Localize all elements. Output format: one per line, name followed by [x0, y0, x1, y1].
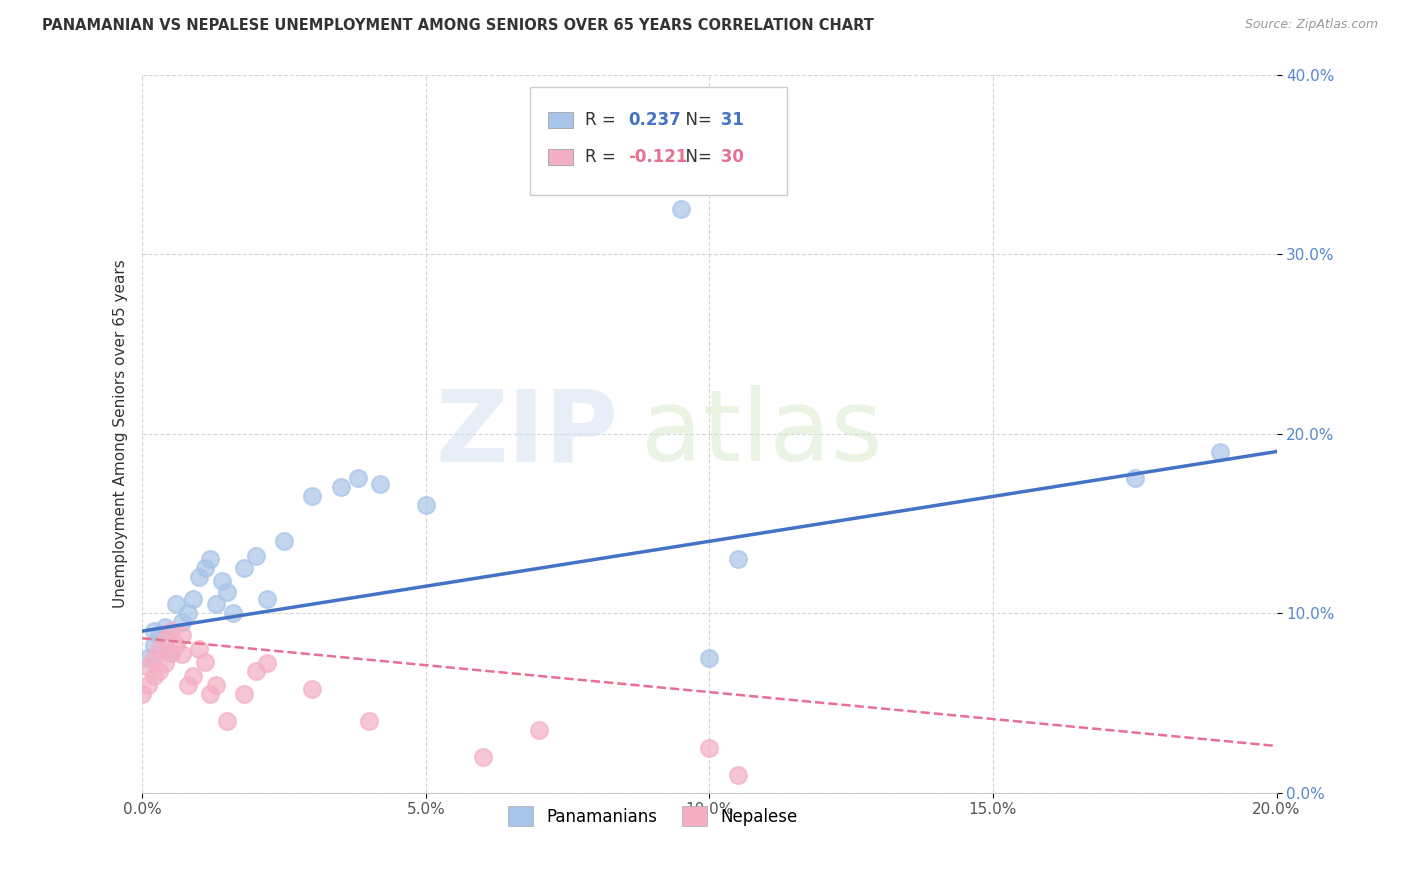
Point	[188, 570, 211, 584]
Point	[233, 561, 256, 575]
Point	[222, 606, 245, 620]
Point	[165, 639, 187, 653]
Text: R =: R =	[585, 148, 620, 166]
Point	[245, 664, 267, 678]
Point	[153, 657, 176, 671]
Point	[176, 606, 198, 620]
Point	[200, 552, 222, 566]
Point	[200, 687, 222, 701]
Point	[301, 490, 323, 504]
Point	[136, 651, 159, 665]
Point	[183, 591, 205, 606]
Text: atlas: atlas	[641, 385, 883, 482]
Point	[176, 678, 198, 692]
Point	[256, 591, 278, 606]
Point	[159, 646, 181, 660]
Point	[699, 740, 721, 755]
Text: R =: R =	[585, 111, 620, 128]
Point	[1123, 471, 1146, 485]
Point	[142, 669, 165, 683]
FancyBboxPatch shape	[548, 112, 574, 128]
Point	[529, 723, 551, 737]
Text: -0.121: -0.121	[627, 148, 688, 166]
Point	[273, 534, 295, 549]
Point	[329, 480, 352, 494]
Point	[136, 660, 159, 674]
Point	[245, 549, 267, 563]
Point	[170, 615, 193, 629]
Point	[415, 499, 437, 513]
Text: PANAMANIAN VS NEPALESE UNEMPLOYMENT AMONG SENIORS OVER 65 YEARS CORRELATION CHAR: PANAMANIAN VS NEPALESE UNEMPLOYMENT AMON…	[42, 18, 875, 33]
Point	[217, 714, 239, 728]
Point	[159, 646, 181, 660]
Text: 30: 30	[716, 148, 744, 166]
Point	[148, 642, 170, 657]
FancyBboxPatch shape	[548, 149, 574, 165]
Point	[217, 584, 239, 599]
Point	[359, 714, 381, 728]
Point	[727, 767, 749, 781]
Point	[346, 471, 368, 485]
Text: N=: N=	[675, 111, 717, 128]
Point	[699, 651, 721, 665]
Point	[183, 669, 205, 683]
Text: N=: N=	[675, 148, 717, 166]
Text: Source: ZipAtlas.com: Source: ZipAtlas.com	[1244, 18, 1378, 31]
Point	[142, 651, 165, 665]
Text: ZIP: ZIP	[436, 385, 619, 482]
Point	[159, 624, 181, 638]
Point	[205, 678, 228, 692]
Point	[301, 681, 323, 696]
Point	[194, 655, 217, 669]
Point	[256, 657, 278, 671]
Point	[233, 687, 256, 701]
Point	[170, 648, 193, 662]
Point	[669, 202, 692, 216]
Point	[153, 633, 176, 648]
Point	[727, 552, 749, 566]
Point	[131, 687, 153, 701]
Text: 31: 31	[716, 111, 744, 128]
FancyBboxPatch shape	[530, 87, 786, 195]
Point	[148, 664, 170, 678]
Point	[148, 628, 170, 642]
Point	[170, 628, 193, 642]
Point	[370, 476, 392, 491]
Point	[153, 620, 176, 634]
Point	[205, 597, 228, 611]
Point	[194, 561, 217, 575]
Point	[165, 597, 187, 611]
Point	[211, 574, 233, 588]
Legend: Panamanians, Nepalese: Panamanians, Nepalese	[499, 797, 806, 835]
Point	[471, 749, 494, 764]
Y-axis label: Unemployment Among Seniors over 65 years: Unemployment Among Seniors over 65 years	[114, 260, 128, 608]
Point	[142, 639, 165, 653]
Point	[1209, 444, 1232, 458]
Point	[136, 678, 159, 692]
Point	[188, 642, 211, 657]
Text: 0.237: 0.237	[627, 111, 681, 128]
Point	[142, 624, 165, 638]
